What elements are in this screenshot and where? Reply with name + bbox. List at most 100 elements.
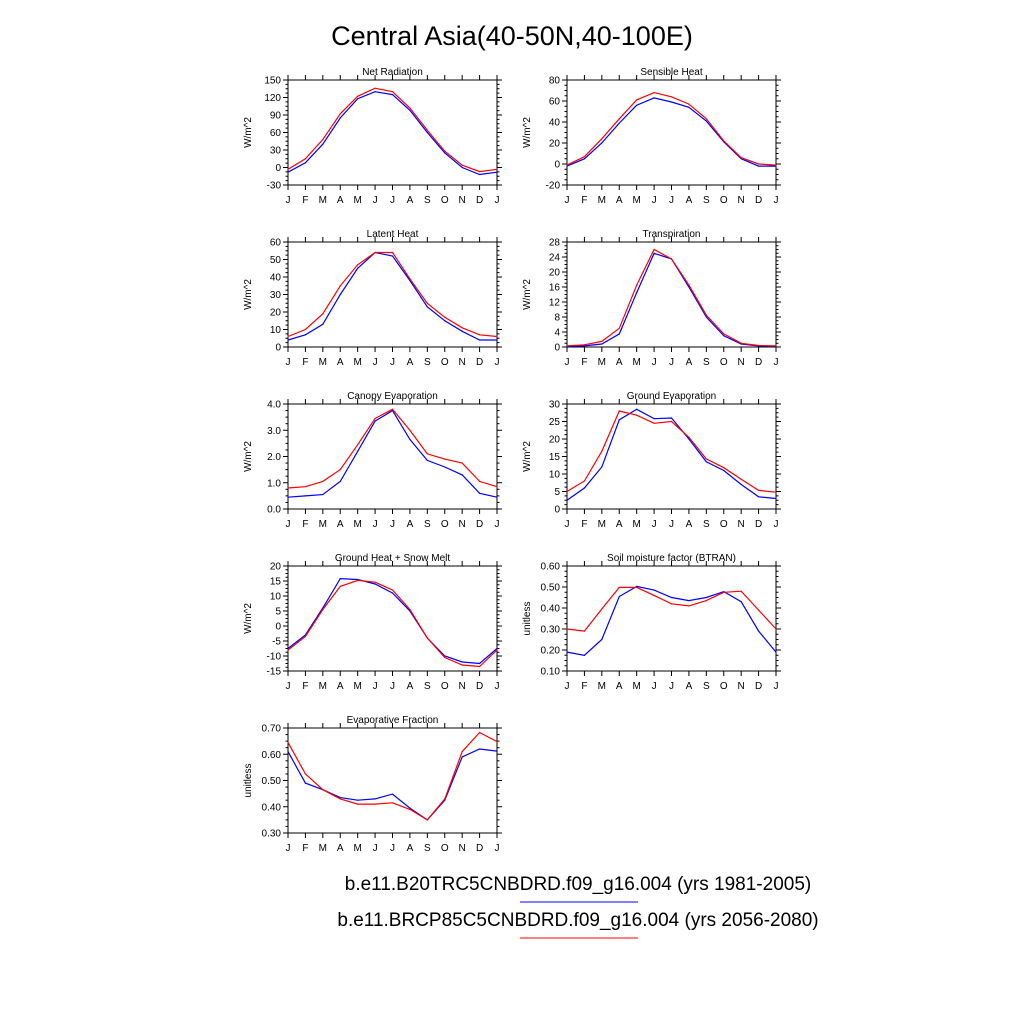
data-point [757, 163, 760, 165]
x-tick-label: D [476, 843, 483, 854]
y-tick-label: 90 [270, 111, 282, 122]
y-tick-label: 20 [270, 562, 282, 573]
x-tick-label: M [319, 681, 327, 692]
x-tick-label: O [441, 195, 449, 206]
data-point [426, 302, 428, 304]
x-tick-label: F [302, 681, 308, 692]
data-point [304, 486, 307, 488]
data-point [461, 166, 463, 169]
data-point [618, 327, 620, 329]
x-tick-label: A [407, 195, 414, 206]
data-point [757, 489, 760, 492]
x-tick-label: S [424, 357, 431, 368]
data-point [339, 293, 341, 296]
data-point [461, 664, 463, 666]
data-point [496, 171, 498, 173]
x-tick-label: N [738, 357, 745, 368]
data-point [391, 589, 394, 591]
panel-title: Canopy Evaporation [347, 391, 438, 402]
y-tick-label: -30 [267, 181, 282, 192]
x-tick-label: M [319, 519, 327, 530]
data-point [583, 345, 586, 347]
data-point [287, 171, 289, 173]
data-point [583, 156, 586, 158]
data-point [461, 756, 463, 758]
data-point [688, 438, 690, 440]
y-tick-label: 15 [270, 577, 282, 588]
y-tick-label: 40 [549, 118, 561, 129]
y-tick-label: 4.0 [267, 400, 281, 411]
x-tick-label: D [476, 681, 483, 692]
x-tick-label: J [373, 681, 378, 692]
x-tick-label: M [353, 357, 361, 368]
x-tick-label: D [476, 195, 483, 206]
x-tick-label: A [616, 681, 623, 692]
x-tick-label: J [373, 195, 378, 206]
data-point [496, 335, 498, 338]
data-point [322, 493, 324, 496]
data-point [723, 469, 725, 472]
data-point [601, 343, 603, 345]
data-point [653, 422, 655, 424]
data-point [444, 320, 446, 322]
x-tick-label: N [459, 195, 466, 206]
data-point [409, 429, 411, 431]
data-point [601, 340, 603, 342]
data-point [618, 333, 620, 335]
y-tick-label: 0.0 [267, 505, 281, 516]
x-tick-label: A [407, 357, 414, 368]
data-point [583, 487, 586, 489]
y-axis-label: W/m^2 [243, 279, 254, 310]
data-point [357, 264, 359, 266]
data-point [287, 649, 289, 651]
main-title: Central Asia(40-50N,40-100E) [331, 21, 693, 51]
data-point [478, 480, 481, 483]
data-point [409, 109, 411, 111]
data-point [478, 334, 481, 336]
x-tick-label: A [686, 519, 693, 530]
y-tick-label: 0 [554, 343, 560, 354]
data-point [444, 150, 446, 152]
data-point [409, 438, 411, 441]
data-point [705, 596, 707, 599]
x-tick-label: J [390, 681, 395, 692]
x-tick-label: M [632, 195, 640, 206]
data-point [322, 480, 324, 483]
data-point [757, 630, 760, 632]
data-point [287, 335, 289, 338]
x-tick-label: J [373, 843, 378, 854]
data-point [478, 492, 481, 494]
data-point [583, 654, 586, 656]
data-point [461, 164, 463, 166]
data-point [740, 157, 742, 159]
data-point [636, 284, 638, 286]
x-tick-label: M [319, 357, 327, 368]
data-point [322, 789, 324, 791]
data-point [705, 118, 707, 120]
x-tick-label: M [632, 519, 640, 530]
x-tick-label: A [686, 195, 693, 206]
y-tick-label: 30 [270, 290, 282, 301]
x-tick-label: J [565, 519, 570, 530]
data-point [374, 583, 376, 585]
data-point [670, 258, 673, 260]
data-point [409, 107, 411, 109]
data-point [670, 596, 673, 599]
data-point [304, 162, 307, 164]
data-point [583, 630, 586, 632]
y-tick-label: 1.0 [267, 478, 281, 489]
y-tick-label: 2.0 [267, 452, 281, 463]
y-axis-label: unitless [243, 764, 254, 798]
data-point [601, 138, 603, 140]
x-tick-label: J [495, 681, 500, 692]
y-tick-label: 5 [275, 607, 281, 618]
data-point [357, 799, 359, 801]
x-tick-label: D [476, 519, 483, 530]
y-tick-label: 30 [270, 146, 282, 157]
y-tick-label: 0.60 [541, 562, 561, 573]
x-tick-label: M [598, 357, 606, 368]
data-point [409, 807, 411, 809]
data-point [653, 252, 655, 254]
